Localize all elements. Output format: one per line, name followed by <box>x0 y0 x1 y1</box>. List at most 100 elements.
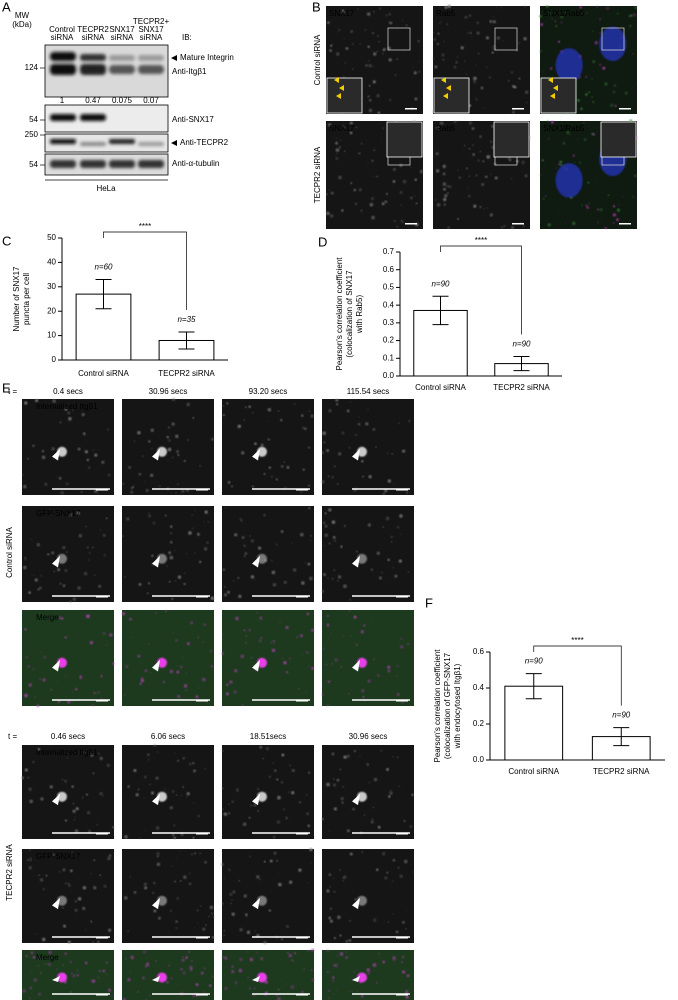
time-label: 115.54 secs <box>347 387 390 396</box>
speck <box>304 427 307 431</box>
speck <box>177 759 180 762</box>
speck <box>196 909 199 912</box>
speck <box>177 453 180 456</box>
speck <box>133 440 136 442</box>
speck <box>336 152 338 155</box>
y-tick-label: 50 <box>47 233 56 242</box>
speck <box>351 689 353 691</box>
speck <box>182 757 185 760</box>
speck <box>284 983 287 985</box>
speck <box>283 808 285 811</box>
speck <box>468 147 471 150</box>
channel-label: SNX17 <box>543 124 569 133</box>
speck <box>188 951 190 953</box>
speck <box>85 930 87 932</box>
speck <box>468 195 471 198</box>
speck <box>102 533 106 537</box>
speck <box>231 912 235 916</box>
speck <box>197 636 200 639</box>
speck <box>524 90 529 95</box>
speck <box>376 175 378 178</box>
speck <box>330 191 334 195</box>
speck <box>24 693 28 698</box>
speck <box>471 144 474 147</box>
speck <box>406 974 410 978</box>
arrowhead <box>550 93 555 99</box>
speck <box>41 455 46 460</box>
speck <box>150 473 154 477</box>
speck <box>86 546 89 549</box>
speck <box>307 824 311 828</box>
speck <box>372 65 375 68</box>
speck <box>592 100 595 104</box>
speck <box>228 803 230 806</box>
speck <box>88 551 91 554</box>
speck <box>378 952 380 955</box>
speck <box>447 226 450 229</box>
speck <box>248 628 251 632</box>
speck <box>542 197 545 200</box>
significance: **** <box>139 222 151 231</box>
speck <box>378 576 383 580</box>
significance-bracket <box>533 645 622 706</box>
speck <box>29 986 33 990</box>
arrowhead <box>339 85 344 91</box>
speck <box>240 520 243 522</box>
speck <box>477 52 480 55</box>
speck <box>455 61 458 64</box>
channel-label: GFP-SNX17 <box>36 509 81 518</box>
arrowhead <box>52 659 60 672</box>
speck <box>124 575 126 578</box>
speck <box>90 873 92 875</box>
speck <box>329 44 333 48</box>
speck <box>334 658 338 662</box>
speck <box>392 956 396 960</box>
vesicle <box>257 791 267 802</box>
speck <box>378 40 380 43</box>
arrowhead <box>336 93 341 99</box>
vesicle <box>357 446 367 457</box>
speck <box>222 808 224 811</box>
speck <box>599 32 602 35</box>
speck <box>526 101 528 104</box>
error-bar <box>95 278 112 310</box>
speck <box>631 87 633 89</box>
speck <box>399 874 403 878</box>
speck <box>245 634 248 637</box>
speck <box>30 971 32 974</box>
speck <box>238 968 243 973</box>
speck <box>153 881 156 885</box>
speck <box>212 916 215 918</box>
speck <box>328 997 330 999</box>
speck <box>405 910 407 912</box>
speck <box>356 968 358 971</box>
speck <box>333 937 336 940</box>
speck <box>82 432 86 435</box>
speck <box>329 919 333 923</box>
speck <box>347 990 350 993</box>
speck <box>105 973 108 975</box>
speck <box>181 956 184 958</box>
speck <box>275 543 278 546</box>
speck <box>394 574 398 578</box>
speck <box>444 194 448 198</box>
speck <box>168 580 171 583</box>
speck <box>125 664 129 669</box>
y-tick-label: 30 <box>47 282 56 291</box>
speck <box>243 629 246 632</box>
speck <box>65 696 68 698</box>
speck <box>591 96 593 98</box>
speck <box>32 668 35 671</box>
speck <box>353 188 357 192</box>
speck <box>367 523 371 527</box>
speck <box>436 43 439 45</box>
speck <box>268 909 272 912</box>
speck <box>343 524 346 527</box>
speck <box>398 559 403 563</box>
speck <box>354 898 357 901</box>
speck <box>329 49 333 52</box>
speck <box>567 135 569 137</box>
speck <box>359 43 361 45</box>
speck <box>385 14 388 17</box>
speck <box>81 796 84 799</box>
